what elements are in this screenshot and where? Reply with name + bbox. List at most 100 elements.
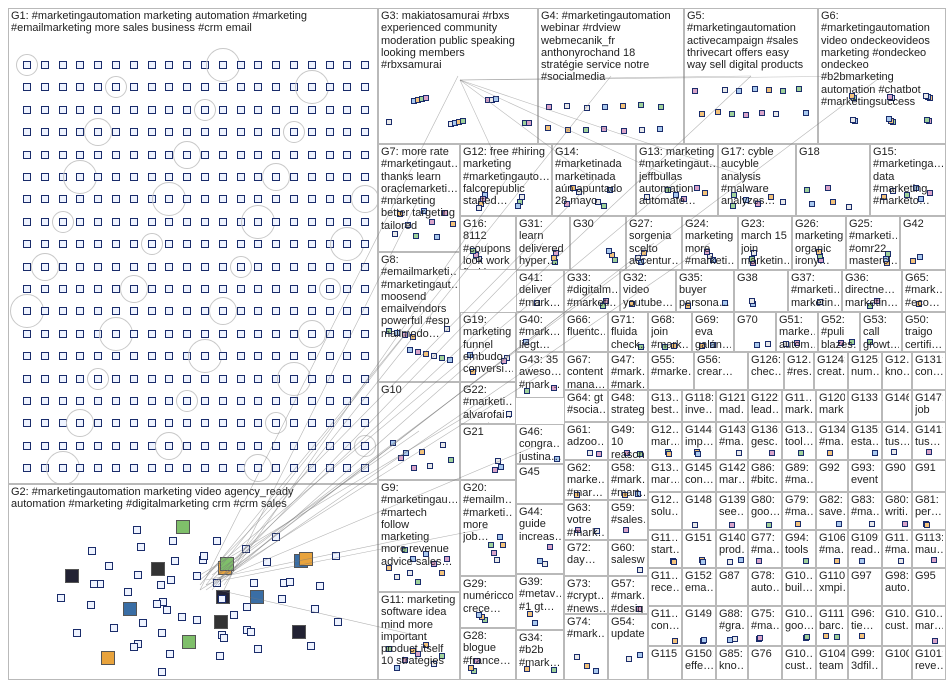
vertex bbox=[129, 374, 138, 383]
group-label: G90 bbox=[885, 462, 906, 474]
group-cell-g104: G104: team… bbox=[816, 646, 848, 680]
group-cell-g39: G39: #metav… #1 gt… bbox=[516, 574, 564, 630]
profile-avatar bbox=[214, 614, 228, 629]
vertex bbox=[58, 441, 67, 450]
group-label: G9: #marketingau… #martech follow market… bbox=[381, 482, 457, 568]
group-cell-g11: G11: marketing software idea mind more i… bbox=[378, 592, 460, 680]
vertex bbox=[658, 104, 664, 111]
vertex bbox=[236, 307, 245, 316]
vertex-halo bbox=[265, 412, 288, 435]
group-label: G96: tie… bbox=[851, 608, 875, 633]
vertex bbox=[112, 217, 120, 226]
vertex bbox=[76, 83, 85, 92]
vertex bbox=[201, 329, 209, 338]
group-label: G89: #ma… bbox=[785, 462, 813, 487]
group-cell-g144: G144: imp… bbox=[682, 422, 716, 460]
vertex bbox=[492, 466, 498, 473]
vertex bbox=[325, 374, 334, 383]
vertex bbox=[872, 449, 878, 456]
group-cell-g142: G142: mar… bbox=[716, 460, 748, 492]
group-label: G20: #emailm… #marketi… more job… bbox=[463, 482, 513, 544]
vertex bbox=[201, 464, 209, 473]
vertex bbox=[89, 579, 98, 588]
group-label: G110: xmpi… bbox=[819, 570, 845, 595]
group-label: G85: kno… bbox=[719, 648, 745, 673]
vertex bbox=[76, 464, 85, 473]
group-label: G131: con… bbox=[915, 354, 943, 379]
vertex bbox=[23, 83, 31, 92]
group-cell-g36: G36: directne… marketin… bbox=[842, 270, 902, 312]
vertex bbox=[637, 651, 643, 658]
group-cell-g80b: G80: writi… bbox=[882, 492, 912, 530]
vertex bbox=[361, 150, 370, 159]
vertex bbox=[147, 419, 156, 428]
group-cell-g9: G9: #marketingau… #martech follow market… bbox=[378, 480, 460, 592]
group-cell-g152: G152: ema… bbox=[682, 568, 716, 606]
profile-avatar bbox=[100, 650, 115, 665]
vertex bbox=[112, 307, 120, 316]
vertex bbox=[343, 441, 352, 450]
vertex bbox=[732, 636, 738, 642]
vertex bbox=[183, 262, 192, 271]
vertex bbox=[272, 240, 281, 249]
vertex bbox=[218, 128, 227, 137]
vertex bbox=[343, 464, 352, 473]
group-label: G50: traigo certifi… bbox=[905, 314, 943, 351]
group-cell-g133: G133 bbox=[848, 390, 882, 422]
vertex-halo bbox=[152, 182, 187, 217]
vertex bbox=[343, 83, 352, 92]
group-cell-g106: G106: #ma… bbox=[816, 530, 848, 568]
vertex bbox=[272, 352, 281, 361]
group-cell-g62: G62: marke… #mar… bbox=[564, 460, 608, 500]
group-cell-g30: G30 bbox=[570, 216, 626, 270]
group-cell-g12: G12: free #hiring marketing #marketingau… bbox=[460, 144, 552, 216]
vertex bbox=[913, 185, 919, 192]
vertex bbox=[325, 397, 334, 405]
vertex bbox=[524, 665, 530, 672]
vertex bbox=[112, 240, 120, 249]
group-cell-g87: G87 bbox=[716, 568, 748, 606]
vertex bbox=[183, 240, 192, 249]
group-label: G76 bbox=[751, 648, 772, 660]
vertex bbox=[165, 83, 174, 92]
group-cell-g111: G111: barc… bbox=[816, 606, 848, 646]
group-label: G93: event bbox=[851, 462, 878, 487]
vertex bbox=[361, 173, 370, 181]
group-cell-g131: G131: con… bbox=[912, 352, 946, 390]
group-cell-g1: G1: #marketingautomation marketing autom… bbox=[8, 8, 378, 484]
vertex bbox=[407, 346, 413, 353]
vertex bbox=[361, 240, 370, 249]
vertex bbox=[307, 173, 316, 181]
group-cell-g70: G70 bbox=[734, 312, 776, 352]
vertex bbox=[823, 633, 829, 639]
vertex bbox=[58, 61, 67, 69]
vertex bbox=[94, 195, 103, 204]
vertex bbox=[129, 329, 138, 338]
group-label: G106: #ma… bbox=[819, 532, 845, 557]
vertex bbox=[626, 656, 632, 663]
vertex-halo bbox=[297, 319, 326, 348]
vertex bbox=[407, 569, 413, 576]
vertex bbox=[129, 150, 138, 159]
group-label: G71: fluida check… bbox=[611, 314, 645, 351]
vertex bbox=[242, 603, 251, 612]
vertex bbox=[129, 397, 138, 405]
vertex bbox=[129, 307, 138, 316]
group-label: G5: #marketingautomation activecampaign … bbox=[687, 10, 804, 72]
vertex bbox=[494, 557, 500, 564]
vertex bbox=[183, 285, 192, 293]
vertex bbox=[112, 195, 120, 204]
group-label: G13… best… bbox=[651, 392, 679, 417]
group-cell-g74: G74: #mark… bbox=[564, 614, 608, 680]
vertex bbox=[290, 285, 298, 293]
vertex-halo bbox=[194, 98, 216, 121]
vertex-halo bbox=[30, 252, 59, 281]
vertex bbox=[236, 105, 245, 114]
vertex-halo bbox=[87, 367, 110, 390]
vertex-halo bbox=[176, 390, 199, 412]
vertex bbox=[923, 93, 929, 99]
vertex bbox=[147, 105, 156, 114]
group-cell-g2: G2: #marketingautomation marketing video… bbox=[8, 484, 378, 680]
vertex bbox=[94, 419, 103, 428]
vertex bbox=[129, 195, 138, 204]
